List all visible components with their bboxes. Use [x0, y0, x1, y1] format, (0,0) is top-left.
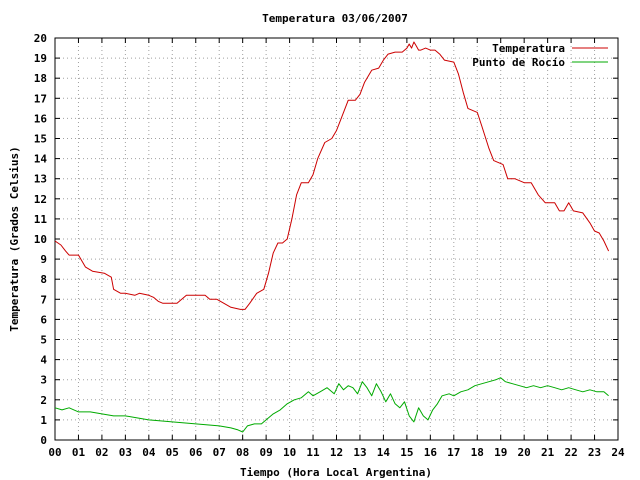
legend-label: Temperatura: [492, 42, 565, 55]
x-tick-label: 11: [306, 446, 320, 459]
x-tick-label: 17: [447, 446, 460, 459]
y-tick-label: 5: [40, 334, 47, 347]
grid-lines: [55, 38, 618, 440]
x-tick-label: 21: [541, 446, 555, 459]
legend-label: Punto de Rocío: [472, 56, 565, 69]
x-tick-label: 00: [48, 446, 61, 459]
x-tick-label: 04: [142, 446, 156, 459]
series-line-1: [54, 377, 609, 433]
x-axis-label: Tiempo (Hora Local Argentina): [240, 466, 432, 479]
x-tick-label: 06: [189, 446, 203, 459]
x-tick-label: 19: [494, 446, 507, 459]
y-tick-label: 1: [40, 414, 47, 427]
series-lines: [54, 41, 610, 433]
x-tick-label: 05: [166, 446, 179, 459]
y-tick-label: 10: [34, 233, 47, 246]
x-tick-label: 02: [95, 446, 108, 459]
x-tick-label: 01: [72, 446, 86, 459]
y-tick-label: 19: [34, 52, 47, 65]
y-tick-label: 18: [34, 72, 47, 85]
x-tick-label: 10: [283, 446, 296, 459]
x-tick-label: 22: [564, 446, 577, 459]
x-tick-label: 16: [424, 446, 438, 459]
x-tick-label: 14: [377, 446, 391, 459]
x-tick-label: 03: [119, 446, 132, 459]
series-line-0: [54, 41, 610, 310]
x-tick-label: 08: [236, 446, 249, 459]
y-tick-label: 3: [40, 374, 47, 387]
y-axis-label: Temperatura (Grados Celsius): [8, 146, 21, 331]
y-tick-label: 14: [34, 153, 48, 166]
y-tick-label: 12: [34, 193, 47, 206]
y-tick-label: 16: [34, 112, 48, 125]
y-tick-label: 4: [40, 354, 47, 367]
x-tick-label: 13: [353, 446, 366, 459]
x-tick-label: 15: [400, 446, 413, 459]
x-tick-label: 07: [213, 446, 226, 459]
x-tick-label: 18: [471, 446, 484, 459]
y-tick-label: 9: [40, 253, 47, 266]
x-tick-label: 20: [518, 446, 531, 459]
axis-ticks: [54, 37, 619, 441]
y-tick-label: 2: [40, 394, 47, 407]
x-tick-labels: 00 01 02 03 04 05 06 07 08 09 10 11 12 13 14 15 16 17 18 19…: [48, 446, 625, 459]
x-tick-label: 12: [330, 446, 343, 459]
x-tick-label: 09: [260, 446, 273, 459]
x-tick-label: 24: [611, 446, 625, 459]
chart-title: Temperatura 03/06/2007: [262, 12, 408, 25]
y-tick-label: 8: [40, 273, 47, 286]
y-tick-label: 11: [34, 213, 48, 226]
x-tick-label: 23: [588, 446, 601, 459]
y-tick-label: 13: [34, 173, 47, 186]
y-tick-label: 15: [34, 133, 47, 146]
y-tick-label: 7: [40, 293, 47, 306]
y-tick-label: 6: [40, 313, 47, 326]
y-tick-label: 0: [40, 434, 47, 447]
y-tick-label: 17: [34, 92, 47, 105]
y-tick-label: 20: [34, 32, 47, 45]
